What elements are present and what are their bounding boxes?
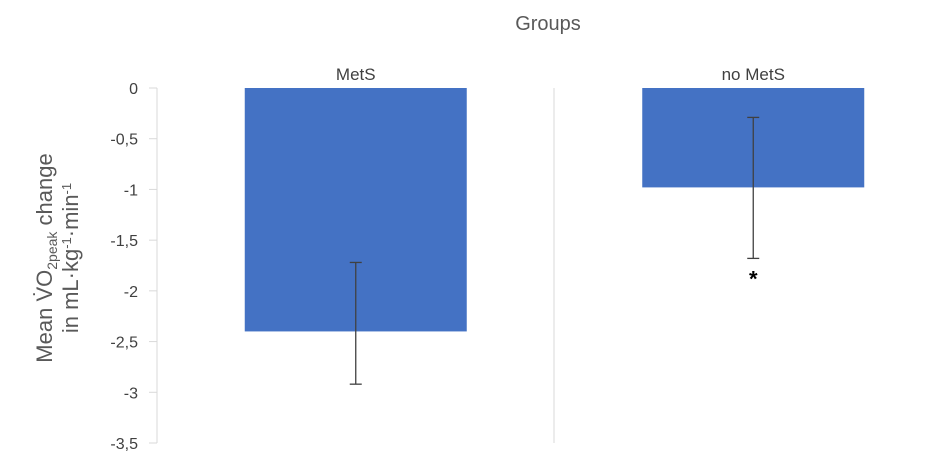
chart-title: Groups bbox=[515, 13, 581, 35]
y-tick-label: -3,5 bbox=[110, 436, 138, 453]
annotations: * bbox=[749, 266, 758, 291]
y-axis-label-sup2: -1 bbox=[59, 183, 74, 195]
significance-marker: * bbox=[749, 266, 758, 291]
y-tick-label: -2 bbox=[124, 284, 138, 301]
y-tick-label: 0 bbox=[129, 81, 138, 98]
y-axis-label-sup1: -1 bbox=[59, 237, 74, 249]
y-tick-label: -2,5 bbox=[110, 335, 138, 352]
category-label: MetS bbox=[336, 65, 376, 84]
y-axis-label-line2: in mL·kg-1·min-1 bbox=[58, 183, 83, 333]
y-axis-label-prefix: Mean V̇O bbox=[32, 270, 57, 363]
y-axis-label-line1: Mean V̇O2peak change bbox=[32, 153, 60, 362]
y-axis-label-unit-prefix: in mL·kg bbox=[58, 249, 83, 333]
error-bars bbox=[349, 116, 760, 385]
category-label: no MetS bbox=[722, 65, 785, 84]
y-tick-label: -1,5 bbox=[110, 233, 138, 250]
y-tick-label: -1 bbox=[124, 182, 138, 199]
category-labels: MetS no MetS bbox=[336, 65, 785, 84]
y-axis-label-suffix: change bbox=[32, 153, 57, 231]
y-tick-label: -3 bbox=[124, 385, 138, 402]
y-ticks: 0 -0,5 -1 -1,5 -2 -2,5 -3 -3,5 bbox=[110, 81, 157, 453]
y-axis-label-unit-mid: ·min bbox=[58, 194, 83, 237]
y-tick-label: -0,5 bbox=[110, 132, 138, 149]
y-axis-label-subscript: 2peak bbox=[44, 231, 60, 270]
